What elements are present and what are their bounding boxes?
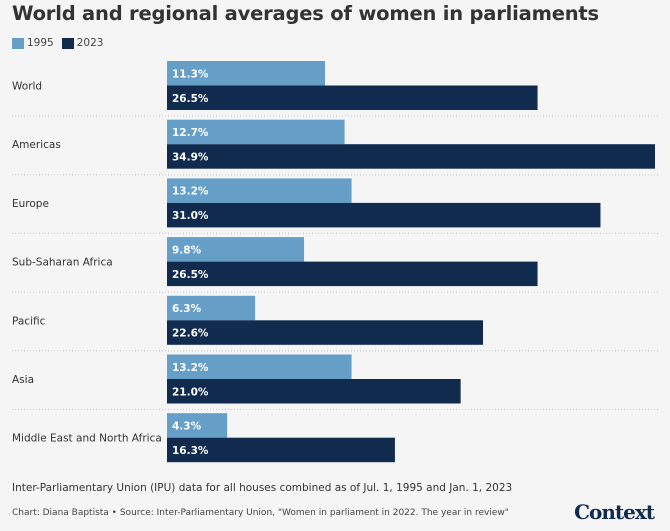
data-label: 11.3%: [172, 68, 209, 80]
legend-label: 1995: [27, 37, 54, 49]
bar-1995: [167, 354, 352, 379]
data-label: 26.5%: [172, 93, 209, 105]
category-label: Europe: [12, 198, 49, 210]
bar-chart: World 11.3% 26.5% Americas 12.7% 34.9% Europe 1…: [12, 61, 658, 463]
bar-2023: [167, 261, 538, 287]
data-label: 16.3%: [172, 445, 209, 457]
chart-note: Inter-Parliamentary Union (IPU) data for…: [12, 482, 513, 494]
category-label: Pacific: [12, 315, 46, 327]
bar-2023: [167, 379, 461, 404]
bar-2023: [167, 320, 484, 345]
bar-1995: [167, 178, 352, 203]
data-label: 13.2%: [172, 186, 209, 198]
bar-1995: [167, 237, 305, 262]
chart-title: World and regional averages of women in …: [12, 2, 599, 25]
bar-2023: [167, 85, 538, 110]
data-label: 31.0%: [172, 210, 209, 222]
bar-1995: [167, 295, 256, 321]
bar-1995: [167, 61, 326, 86]
legend-swatch: [12, 37, 24, 49]
data-label: 21.0%: [172, 386, 209, 398]
bar-1995: [167, 119, 345, 145]
bar-2023: [167, 202, 601, 228]
bar-1995: [167, 413, 228, 438]
data-label: 22.6%: [172, 328, 209, 340]
legend-item-1995: 1995: [12, 37, 54, 49]
chart-source: Chart: Diana Baptista • Source: Inter-Pa…: [12, 508, 509, 518]
category-label: Americas: [12, 139, 61, 151]
category-label: Sub-Saharan Africa: [12, 257, 113, 269]
data-label: 4.3%: [172, 420, 202, 432]
legend-label: 2023: [76, 37, 104, 49]
bar-2023: [167, 437, 395, 463]
data-label: 12.7%: [172, 127, 209, 139]
bar-2023: [167, 144, 655, 169]
data-label: 34.9%: [172, 151, 209, 163]
legend-swatch: [61, 37, 74, 49]
data-label: 6.3%: [172, 303, 202, 315]
data-label: 13.2%: [172, 362, 209, 374]
legend-item-2023: 2023: [61, 37, 104, 49]
category-label: World: [12, 81, 42, 93]
data-label: 9.8%: [172, 244, 202, 256]
context-logo: Context: [574, 500, 655, 524]
category-label: Asia: [12, 374, 34, 386]
category-label: Middle East and North Africa: [12, 433, 162, 445]
legend: 1995 2023: [12, 37, 103, 49]
data-label: 26.5%: [172, 269, 209, 281]
